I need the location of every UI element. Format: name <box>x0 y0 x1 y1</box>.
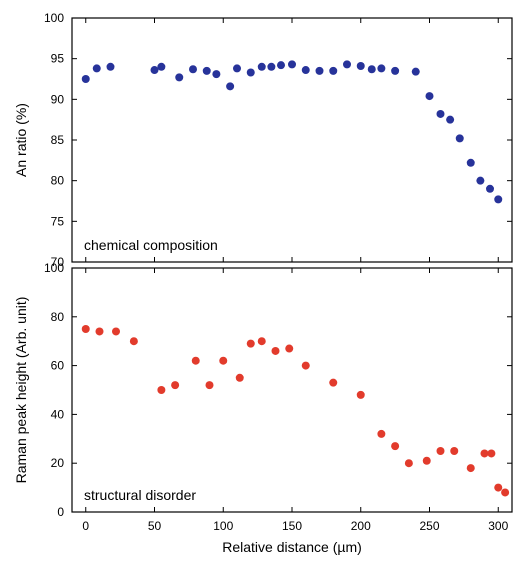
top-panel-point <box>107 63 115 71</box>
x-tick-label: 150 <box>282 519 302 533</box>
top-panel-point <box>456 134 464 142</box>
top-panel-point <box>486 185 494 193</box>
bottom-panel-point <box>377 430 385 438</box>
bottom-panel-point <box>405 459 413 467</box>
bottom-panel-point <box>329 379 337 387</box>
top-panel-point <box>189 65 197 73</box>
top-panel-point <box>377 64 385 72</box>
bottom-panel-point <box>302 362 310 370</box>
top-panel-annotation: chemical composition <box>84 237 218 253</box>
top-panel-point <box>467 159 475 167</box>
top-panel-point <box>226 82 234 90</box>
x-tick-label: 200 <box>351 519 371 533</box>
top-panel-point <box>476 177 484 185</box>
x-tick-label: 0 <box>82 519 89 533</box>
bottom-panel-point <box>391 442 399 450</box>
x-tick-label: 250 <box>419 519 439 533</box>
bottom-panel-point <box>236 374 244 382</box>
figure-background <box>0 0 532 566</box>
bottom-panel-point <box>192 357 200 365</box>
bottom-panel-annotation: structural disorder <box>84 487 196 503</box>
top-panel-ytick-label: 85 <box>51 133 65 147</box>
top-panel-ytick-label: 75 <box>51 214 65 228</box>
top-panel-point <box>446 116 454 124</box>
top-panel-point <box>412 68 420 76</box>
bottom-panel-point <box>247 340 255 348</box>
bottom-panel-ytick-label: 20 <box>51 456 65 470</box>
top-panel-ytick-label: 95 <box>51 52 65 66</box>
bottom-panel-point <box>487 449 495 457</box>
top-panel-point <box>82 75 90 83</box>
bottom-panel-point <box>96 327 104 335</box>
bottom-panel-ytick-label: 100 <box>44 261 64 275</box>
bottom-panel-point <box>357 391 365 399</box>
top-panel-point <box>233 64 241 72</box>
bottom-panel-point <box>219 357 227 365</box>
bottom-panel-point <box>258 337 266 345</box>
bottom-panel-ylabel: Raman peak height (Arb. unit) <box>13 297 29 484</box>
bottom-panel-point <box>272 347 280 355</box>
top-panel-point <box>247 68 255 76</box>
top-panel-ytick-label: 80 <box>51 174 65 188</box>
x-tick-label: 50 <box>148 519 162 533</box>
top-panel-point <box>258 63 266 71</box>
top-panel-point <box>93 64 101 72</box>
bottom-panel-point <box>130 337 138 345</box>
top-panel-ylabel: An ratio (%) <box>13 103 29 177</box>
top-panel-point <box>302 66 310 74</box>
top-panel-point <box>288 60 296 68</box>
top-panel-point <box>329 67 337 75</box>
bottom-panel-point <box>112 327 120 335</box>
bottom-panel-point <box>437 447 445 455</box>
top-panel-point <box>494 195 502 203</box>
top-panel-point <box>391 67 399 75</box>
top-panel-point <box>212 70 220 78</box>
x-tick-label: 300 <box>488 519 508 533</box>
bottom-panel-point <box>82 325 90 333</box>
top-panel-point <box>437 110 445 118</box>
top-panel-ytick-label: 90 <box>51 92 65 106</box>
top-panel-point <box>357 62 365 70</box>
bottom-panel-point <box>157 386 165 394</box>
top-panel-point <box>157 63 165 71</box>
bottom-panel-point <box>450 447 458 455</box>
bottom-panel-point <box>494 484 502 492</box>
bottom-panel-ytick-label: 0 <box>57 505 64 519</box>
top-panel-point <box>151 66 159 74</box>
top-panel-point <box>277 61 285 69</box>
bottom-panel-ytick-label: 80 <box>51 310 65 324</box>
bottom-panel-point <box>423 457 431 465</box>
top-panel-point <box>343 60 351 68</box>
bottom-panel-ytick-label: 40 <box>51 407 65 421</box>
top-panel-point <box>368 65 376 73</box>
bottom-panel-point <box>171 381 179 389</box>
bottom-panel-point <box>467 464 475 472</box>
x-axis-label: Relative distance (µm) <box>222 539 362 555</box>
bottom-panel-point <box>206 381 214 389</box>
x-tick-label: 100 <box>213 519 233 533</box>
top-panel-point <box>316 67 324 75</box>
top-panel-point <box>426 92 434 100</box>
bottom-panel-point <box>501 488 509 496</box>
bottom-panel-point <box>481 449 489 457</box>
top-panel-point <box>267 63 275 71</box>
bottom-panel-point <box>285 345 293 353</box>
top-panel-point <box>203 67 211 75</box>
top-panel-ytick-label: 100 <box>44 11 64 25</box>
top-panel-point <box>175 73 183 81</box>
bottom-panel-ytick-label: 60 <box>51 359 65 373</box>
